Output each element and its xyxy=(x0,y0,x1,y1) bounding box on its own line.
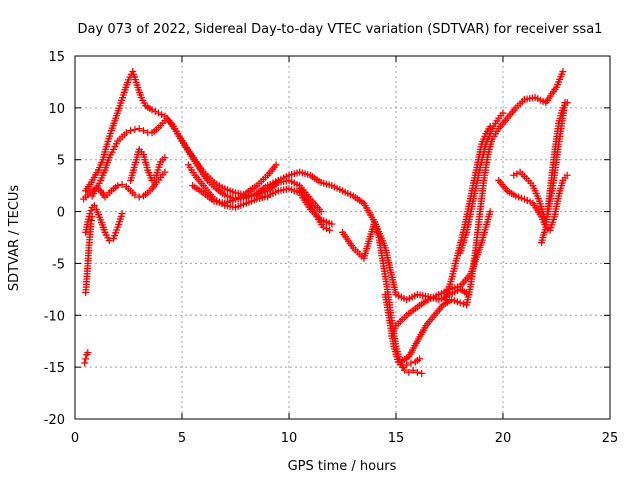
y-tick-label: 10 xyxy=(48,102,65,117)
x-axis-label: GPS time / hours xyxy=(288,459,397,474)
series-arc-P xyxy=(441,123,494,304)
x-tick-label: 15 xyxy=(388,431,405,446)
data-point xyxy=(416,355,424,363)
series-arc-Q xyxy=(495,171,571,234)
x-tick-label: 10 xyxy=(281,431,298,446)
data-point xyxy=(407,359,415,367)
y-tick-label: 15 xyxy=(48,50,65,65)
data-point xyxy=(405,368,413,376)
series-arc-T xyxy=(189,161,280,207)
data-point xyxy=(409,366,417,374)
chart-title: Day 073 of 2022, Sidereal Day-to-day VTE… xyxy=(78,22,603,37)
data-point xyxy=(88,213,96,221)
data-point xyxy=(131,191,139,199)
data-point xyxy=(161,154,169,162)
data-point xyxy=(328,220,336,228)
data-point xyxy=(151,107,159,115)
data-point xyxy=(563,171,571,179)
data-point xyxy=(114,182,122,190)
data-point xyxy=(82,355,90,363)
data-point xyxy=(127,127,135,135)
data-point xyxy=(139,127,147,135)
data-point xyxy=(122,129,130,137)
data-point xyxy=(158,111,166,119)
data-point xyxy=(322,225,330,233)
y-tick-label: 0 xyxy=(57,206,65,221)
data-point xyxy=(486,208,494,216)
data-point xyxy=(118,210,126,218)
series-arc-G xyxy=(127,145,169,184)
data-point xyxy=(413,368,421,376)
data-point xyxy=(135,125,143,133)
data-point xyxy=(403,361,411,369)
data-point xyxy=(510,171,518,179)
data-point xyxy=(398,363,406,371)
x-tick-label: 20 xyxy=(495,431,512,446)
series-arc-E xyxy=(82,213,96,296)
series-arc-C xyxy=(80,168,169,203)
series-arc-D xyxy=(82,201,126,245)
data-point xyxy=(131,126,139,134)
data-point xyxy=(161,168,169,176)
x-tick-label: 0 xyxy=(71,431,79,446)
data-point xyxy=(559,68,567,76)
data-point xyxy=(456,299,464,307)
data-point xyxy=(459,300,467,308)
data-point xyxy=(563,99,571,107)
data-point xyxy=(105,237,113,245)
data-point xyxy=(326,226,334,234)
data-point xyxy=(118,181,126,189)
series-arc-U xyxy=(296,185,334,234)
data-point xyxy=(87,207,95,215)
data-points xyxy=(80,68,571,377)
series-arc-S xyxy=(538,99,571,247)
y-tick-label: -20 xyxy=(44,413,65,428)
x-tick-label: 5 xyxy=(178,431,186,446)
data-point xyxy=(148,106,156,114)
data-point xyxy=(418,369,426,377)
data-point xyxy=(81,359,89,367)
data-point xyxy=(499,109,507,117)
axis-ticks: 0 5 10 15 20 25 -20 -15 -10 -5 0 5 10 15 xyxy=(44,50,619,446)
x-tick-label: 25 xyxy=(602,431,619,446)
data-point xyxy=(272,161,280,169)
series-arc-N xyxy=(396,68,567,366)
data-point xyxy=(486,123,494,131)
series-arc-F xyxy=(81,349,92,367)
data-point xyxy=(319,223,327,231)
y-tick-label: -5 xyxy=(52,257,65,272)
data-point xyxy=(317,208,325,216)
data-point xyxy=(84,349,92,357)
data-point xyxy=(135,193,143,201)
y-tick-label: -15 xyxy=(44,361,65,376)
y-axis-label: SDTVAR / TECUs xyxy=(7,185,22,292)
y-tick-label: -10 xyxy=(44,309,65,324)
data-point xyxy=(90,201,98,209)
plot-frame xyxy=(74,55,611,420)
data-point xyxy=(154,109,162,117)
y-tick-label: 5 xyxy=(57,154,65,169)
